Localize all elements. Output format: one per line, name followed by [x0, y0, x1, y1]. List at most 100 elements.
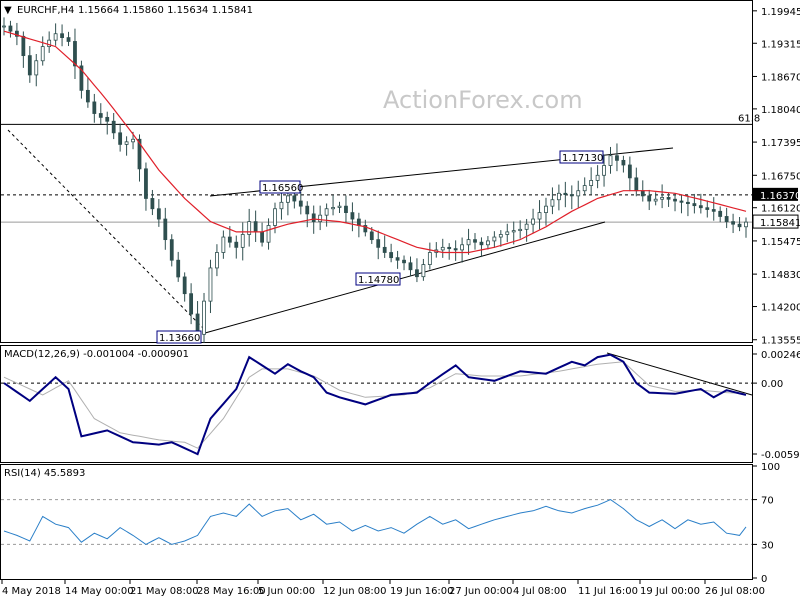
candle-body	[85, 89, 90, 103]
svg-text:1.16560: 1.16560	[262, 183, 303, 194]
candle-body	[473, 239, 477, 243]
candle-body	[608, 155, 613, 166]
candle-body	[350, 212, 355, 220]
candle-body	[550, 199, 555, 207]
candle-body	[660, 197, 665, 200]
time-tick-label: 5 Jun 00:00	[258, 586, 315, 597]
macd-trendline	[606, 352, 753, 396]
candle-body	[602, 165, 606, 176]
candle-body	[402, 259, 406, 264]
candle-body	[408, 262, 413, 271]
candle-body	[176, 259, 181, 278]
candle-body	[34, 60, 39, 76]
candle-body	[324, 208, 329, 216]
candle-body	[292, 195, 297, 202]
candle-body	[389, 252, 394, 259]
candle-body	[137, 138, 142, 170]
candle-body	[337, 205, 342, 208]
candle-body	[395, 257, 400, 261]
candle-body	[453, 248, 458, 251]
time-tick-label: 12 Jun 08:00	[323, 586, 387, 597]
candle-body	[305, 205, 310, 215]
candle-body	[705, 207, 710, 210]
candle-body	[260, 231, 264, 243]
candle-body	[234, 241, 239, 248]
candle-body	[692, 203, 697, 207]
time-tick-label: 27 Jun 00:00	[449, 586, 513, 597]
candle-body	[2, 25, 6, 28]
candle-body	[208, 267, 213, 302]
rsi-tick-label: 30	[761, 540, 774, 551]
candle-body	[215, 252, 219, 269]
candle-body	[369, 231, 374, 241]
candle-body	[627, 164, 632, 179]
header-arrow: ▼	[4, 5, 12, 16]
macd-line	[3, 353, 747, 456]
candle-body	[111, 120, 116, 134]
candle-body	[156, 208, 161, 220]
candle-body	[524, 223, 529, 230]
candle-body	[318, 214, 323, 223]
svg-text:1.15841: 1.15841	[760, 218, 800, 229]
macd-tick-label: 0.002463	[761, 350, 800, 361]
rsi-line	[3, 499, 747, 545]
price-tick-label: 1.13555	[761, 336, 800, 347]
candle-body	[189, 293, 194, 315]
time-tick-label: 21 May 08:00	[130, 586, 199, 597]
candle-body	[486, 240, 490, 246]
candle-body	[653, 198, 658, 202]
candle-body	[382, 246, 387, 253]
candle-body	[640, 190, 645, 197]
candle-body	[163, 218, 168, 241]
annotation-high-1: 1.16560	[259, 180, 303, 194]
macd-tick-label: 0.00	[761, 379, 783, 390]
candle-body	[98, 113, 103, 118]
candle-body	[331, 207, 335, 210]
candle-body	[253, 221, 258, 233]
candle-body	[505, 231, 510, 235]
annotation-high-2: 1.17130	[559, 150, 604, 164]
price-tick-label: 1.18040	[761, 105, 800, 116]
candle-body	[40, 46, 45, 62]
price-tick-label: 1.14200	[761, 303, 800, 314]
rsi-panel	[0, 464, 753, 580]
candle-body	[440, 246, 445, 251]
svg-text:1.14780: 1.14780	[358, 275, 399, 286]
candle-body	[666, 197, 671, 200]
candle-body	[731, 221, 735, 225]
diagonal-dashed-trendline	[7, 129, 206, 331]
time-tick-label: 4 May 2018	[2, 586, 61, 597]
candle-body	[202, 300, 206, 335]
candle-body	[150, 198, 155, 210]
svg-text:1.17130: 1.17130	[562, 153, 603, 164]
candle-body	[131, 138, 135, 143]
price-tick-label: 1.16120	[761, 204, 800, 215]
candle-body	[615, 155, 619, 161]
price-badge-level: 1.16370	[753, 187, 800, 202]
candlestick-series	[2, 17, 748, 344]
candle-body	[363, 225, 368, 233]
svg-text:1.16370: 1.16370	[760, 191, 800, 202]
svg-text:1.13660: 1.13660	[159, 333, 200, 344]
candle-body	[53, 33, 58, 41]
price-tick-label: 1.19945	[761, 7, 800, 18]
price-axis: 1.19945 1.19315 1.18670 1.18040 1.17395 1.167…	[752, 7, 800, 347]
watermark: ActionForex.com	[383, 86, 583, 114]
candle-body	[634, 177, 639, 192]
candle-body	[466, 239, 471, 246]
candle-body	[673, 198, 677, 202]
lower-trendline	[204, 221, 606, 334]
time-tick-label: 26 Jul 08:00	[705, 586, 765, 597]
time-tick-label: 19 Jul 00:00	[640, 586, 700, 597]
candle-body	[266, 225, 271, 243]
header-ohlc: 1.15664 1.15860 1.15634 1.15841	[78, 5, 253, 16]
candle-body	[595, 174, 600, 181]
candle-body	[8, 25, 13, 32]
candle-body	[711, 209, 716, 212]
annotation-low-2: 1.14780	[355, 272, 401, 286]
candle-body	[279, 201, 284, 210]
candle-body	[118, 132, 123, 145]
candle-body	[421, 264, 426, 278]
candle-body	[698, 205, 703, 209]
candle-body	[576, 190, 581, 197]
